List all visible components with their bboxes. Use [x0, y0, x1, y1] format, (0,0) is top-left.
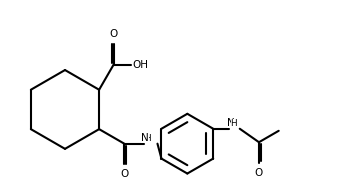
Text: OH: OH	[133, 60, 149, 70]
Text: O: O	[255, 168, 263, 178]
Text: H: H	[144, 134, 151, 143]
Text: N: N	[227, 118, 235, 128]
Text: O: O	[120, 169, 129, 179]
Text: H: H	[230, 119, 237, 128]
Text: N: N	[141, 133, 149, 143]
Text: O: O	[109, 29, 118, 39]
